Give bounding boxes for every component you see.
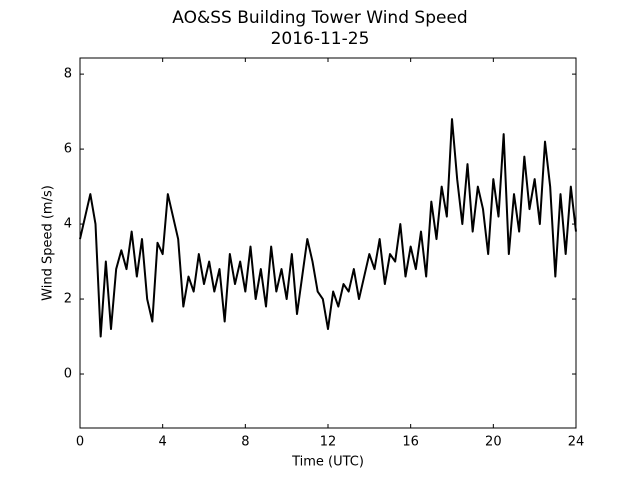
x-tick-label: 4: [159, 435, 167, 450]
y-tick-label: 2: [64, 292, 72, 307]
y-axis-label: Wind Speed (m/s): [41, 185, 56, 301]
y-tick-label: 0: [64, 367, 72, 382]
y-tick-label: 4: [64, 217, 72, 232]
chart-subtitle: 2016-11-25: [271, 29, 370, 49]
y-tick-label: 6: [64, 142, 72, 157]
x-tick-label: 24: [568, 435, 585, 450]
y-tick-label: 8: [64, 67, 72, 82]
x-tick-label: 0: [76, 435, 84, 450]
x-tick-label: 12: [320, 435, 337, 450]
plot-frame: [79, 57, 577, 429]
x-tick-label: 20: [485, 435, 502, 450]
wind-line: [79, 118, 577, 338]
chart-title: AO&SS Building Tower Wind Speed: [172, 8, 467, 28]
x-axis-label: Time (UTC): [291, 455, 364, 470]
x-tick-label: 8: [241, 435, 249, 450]
x-tick-label: 16: [402, 435, 419, 450]
